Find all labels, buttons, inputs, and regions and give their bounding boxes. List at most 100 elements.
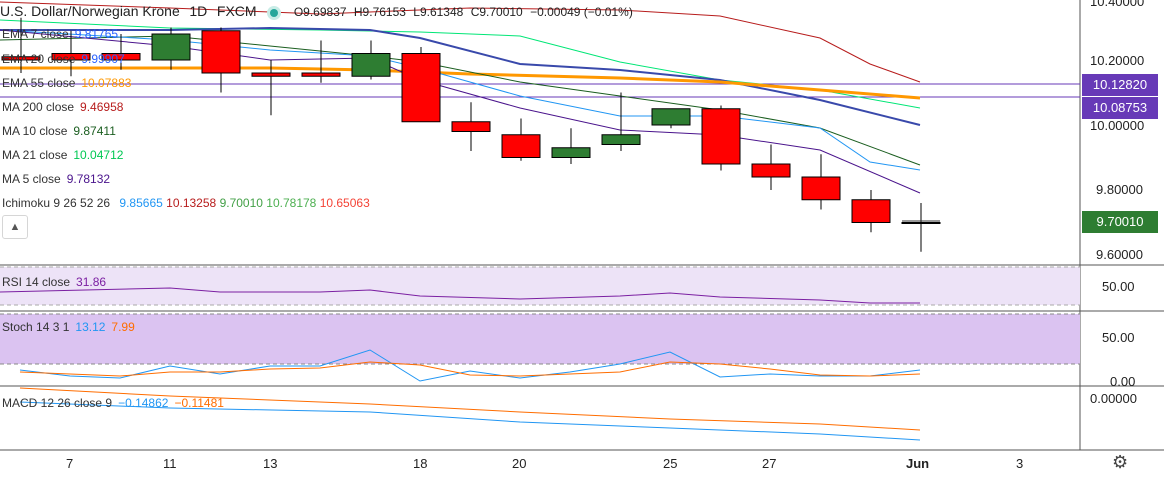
rsi-band bbox=[0, 267, 1080, 305]
legend-name: MACD 12 26 close 9 bbox=[2, 396, 113, 410]
ema55-line bbox=[0, 66, 921, 100]
legend-name: MA 21 close bbox=[2, 148, 68, 162]
legend-rsi[interactable]: RSI 14 close 31.86 bbox=[2, 275, 106, 289]
last-price-tag: 9.70010 bbox=[1082, 211, 1158, 233]
stoch-k-value: 13.12 bbox=[75, 320, 106, 334]
candle-body bbox=[601, 134, 641, 145]
legend-ema7[interactable]: EMA 7 close 9.81765 bbox=[2, 27, 118, 41]
chevron-up-icon: ▲ bbox=[9, 221, 21, 233]
candle-body bbox=[551, 147, 591, 158]
date-axis-label: 3 bbox=[1016, 456, 1024, 471]
date-axis-label: 7 bbox=[66, 456, 74, 471]
candle-body bbox=[151, 33, 191, 61]
legend-ichimoku[interactable]: Ichimoku 9 26 52 26 9.85665 10.13258 9.7… bbox=[2, 196, 370, 210]
candle-body bbox=[851, 199, 891, 223]
date-axis-label: Jun bbox=[906, 456, 930, 471]
macd-axis-label: 0.00000 bbox=[1090, 391, 1137, 406]
legend-value: 9.78132 bbox=[66, 172, 111, 186]
legend-name: EMA 7 close bbox=[2, 27, 69, 41]
symbol-title: U.S. Dollar/Norwegian Krone bbox=[0, 3, 180, 19]
legend-value: 9.81765 bbox=[74, 27, 119, 41]
exchange-label: FXCM bbox=[216, 3, 257, 19]
legend-name: MA 200 close bbox=[2, 100, 75, 114]
date-axis-label: 11 bbox=[163, 456, 177, 471]
symbol-header[interactable]: U.S. Dollar/Norwegian Krone 1D FXCM O9.6… bbox=[0, 3, 637, 19]
ichimoku-base: 10.13258 bbox=[166, 196, 217, 210]
legend-stoch[interactable]: Stoch 14 3 1 13.12 7.99 bbox=[2, 320, 135, 334]
stoch-d-line bbox=[19, 361, 921, 377]
candle-body bbox=[101, 53, 141, 61]
legend-name: Stoch 14 3 1 bbox=[2, 320, 70, 334]
stoch-band bbox=[0, 314, 1080, 364]
legend-value: 9.87411 bbox=[73, 124, 116, 138]
date-axis-label: 18 bbox=[413, 456, 428, 471]
candle-body bbox=[401, 53, 441, 123]
ichimoku-lead-b: 10.65063 bbox=[319, 196, 370, 210]
candle-body bbox=[351, 53, 391, 77]
legend-macd[interactable]: MACD 12 26 close 9 −0.14862 −0.11481 bbox=[2, 396, 224, 410]
price-axis-label: 9.80000 bbox=[1096, 182, 1143, 197]
macd-signal-value: −0.11481 bbox=[174, 396, 224, 410]
legend-value: 10.04712 bbox=[73, 148, 124, 162]
candle-body bbox=[701, 108, 741, 165]
price-axis-label: 9.60000 bbox=[1096, 247, 1143, 262]
candle-body bbox=[451, 121, 491, 132]
legend-value: 10.07883 bbox=[81, 76, 132, 90]
stoch-d-value: 7.99 bbox=[111, 320, 135, 334]
date-axis-label: 25 bbox=[663, 456, 678, 471]
price-tag: 10.08753 bbox=[1082, 97, 1158, 119]
stoch-k-line bbox=[19, 349, 921, 382]
legend-name: EMA 20 close bbox=[2, 52, 76, 66]
ichimoku-base-line bbox=[0, 1, 921, 83]
gear-icon[interactable]: ⚙ bbox=[1112, 452, 1129, 472]
legend-name: MA 10 close bbox=[2, 124, 68, 138]
legend-value: 9.46958 bbox=[80, 100, 124, 114]
ohlc-close: C9.70010 bbox=[470, 5, 523, 19]
candle-body bbox=[651, 108, 691, 126]
stoch-axis-label: 0.00 bbox=[1110, 374, 1136, 389]
candle-body bbox=[201, 30, 241, 74]
price-axis-label: 10.40000 bbox=[1090, 0, 1145, 9]
date-axis-label: 20 bbox=[512, 456, 527, 471]
legend-ma10[interactable]: MA 10 close 9.87411 bbox=[2, 124, 116, 138]
rsi-line bbox=[0, 287, 920, 304]
legend-ma5[interactable]: MA 5 close 9.78132 bbox=[2, 172, 110, 186]
legend-value: 31.86 bbox=[76, 275, 107, 289]
candle-body bbox=[301, 72, 341, 77]
stoch-axis-label: 50.00 bbox=[1102, 330, 1135, 345]
candle-body bbox=[251, 72, 291, 77]
candle-body bbox=[901, 222, 941, 224]
ema7-line bbox=[0, 29, 921, 171]
ema20-line bbox=[0, 26, 921, 126]
collapse-legend-button[interactable]: ▲ bbox=[2, 215, 28, 239]
ohlc-high: H9.76153 bbox=[353, 5, 406, 19]
macd-value: −0.14862 bbox=[118, 396, 169, 410]
candle-body bbox=[751, 163, 791, 178]
macd-line bbox=[19, 401, 921, 441]
ichimoku-lagging: 9.70010 bbox=[219, 196, 263, 210]
legend-ema20[interactable]: EMA 20 close 9.99907 bbox=[2, 52, 125, 66]
legend-ma21[interactable]: MA 21 close 10.04712 bbox=[2, 148, 123, 162]
legend-value: 9.99907 bbox=[81, 52, 125, 66]
ichimoku-conversion: 9.85665 bbox=[119, 196, 163, 210]
legend-ema55[interactable]: EMA 55 close 10.07883 bbox=[2, 76, 131, 90]
ma21-line bbox=[0, 19, 921, 109]
price-axis-label: 10.00000 bbox=[1090, 118, 1145, 133]
candle-body bbox=[801, 176, 841, 201]
legend-ma200[interactable]: MA 200 close 9.46958 bbox=[2, 100, 123, 114]
price-axis-label: 10.20000 bbox=[1090, 53, 1145, 68]
price-tag: 10.12820 bbox=[1082, 74, 1158, 96]
ichimoku-lead-a: 10.78178 bbox=[266, 196, 317, 210]
legend-name: Ichimoku 9 26 52 26 bbox=[2, 196, 111, 210]
market-status-icon bbox=[270, 8, 279, 17]
ohlc-change: −0.00049 (−0.01%) bbox=[530, 5, 633, 19]
ohlc-open: O9.69837 bbox=[293, 5, 347, 19]
candle-body bbox=[1, 56, 41, 61]
legend-name: MA 5 close bbox=[2, 172, 61, 186]
macd-signal-line bbox=[19, 387, 921, 431]
date-axis-label: 13 bbox=[263, 456, 278, 471]
candle-body bbox=[51, 53, 91, 61]
rsi-axis-label: 50.00 bbox=[1102, 279, 1135, 294]
legend-name: EMA 55 close bbox=[2, 76, 76, 90]
